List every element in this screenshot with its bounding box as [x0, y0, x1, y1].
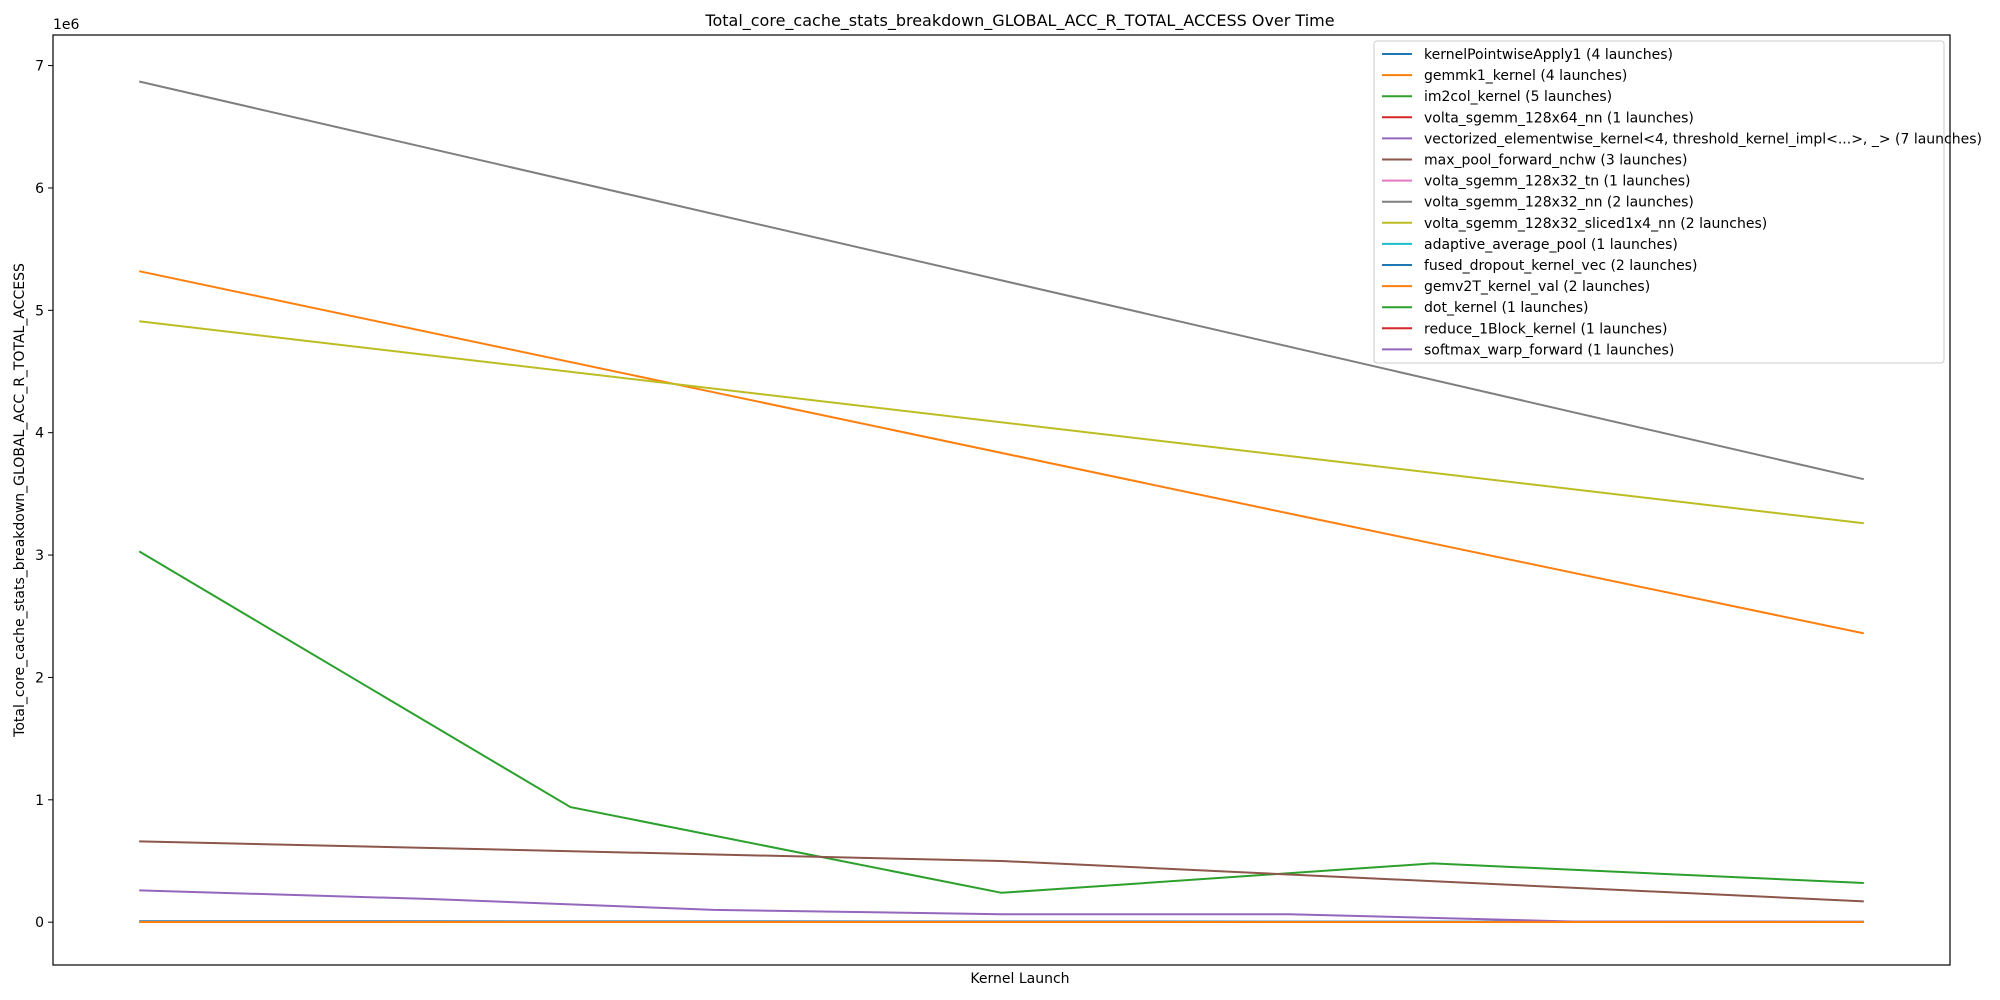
series-line-8 [139, 320, 1864, 525]
series-line-2 [138, 550, 1864, 894]
legend-entry-4: vectorized_elementwise_kernel<4, thresho… [1424, 131, 1982, 147]
legend-entry-6: volta_sgemm_128x32_tn (1 launches) [1424, 174, 1691, 190]
y-axis-label: Total_core_cache_stats_breakdown_GLOBAL_… [12, 263, 28, 738]
legend-items: kernelPointwiseApply1 (4 launches) gemmk1… [1382, 47, 1982, 358]
legend-entry-8: volta_sgemm_128x32_sliced1x4_nn (2 launc… [1424, 216, 1767, 232]
plot-area-frame [52, 34, 1951, 966]
legend-entry-14: softmax_warp_forward (1 launches) [1424, 342, 1674, 358]
series-line-7 [138, 80, 1865, 481]
y-tick-label: 7 [35, 59, 44, 75]
legend-entry-1: gemmk1_kernel (4 launches) [1424, 68, 1627, 84]
y-tick-label: 4 [35, 426, 44, 442]
legend-entry-5: max_pool_forward_nchw (3 launches) [1424, 153, 1687, 169]
y-axis-offset-text: 1e6 [53, 17, 80, 33]
legend: kernelPointwiseApply1 (4 launches) gemmk1… [1373, 40, 1982, 364]
legend-entry-3: volta_sgemm_128x64_nn (1 launches) [1424, 110, 1694, 126]
y-tick-label: 2 [35, 670, 44, 686]
legend-entry-7: volta_sgemm_128x32_nn (2 launches) [1424, 195, 1694, 211]
legend-entry-10: fused_dropout_kernel_vec (2 launches) [1424, 258, 1697, 274]
y-axis-ticks: 0 1 2 3 4 5 6 7 [35, 59, 53, 931]
y-tick-label: 1 [35, 793, 44, 809]
y-tick-label: 0 [35, 915, 44, 931]
series-lines [138, 80, 1865, 923]
series-line-4 [139, 889, 1864, 923]
y-tick-label: 3 [35, 548, 44, 564]
legend-entry-12: dot_kernel (1 launches) [1424, 300, 1588, 316]
legend-entry-13: reduce_1Block_kernel (1 launches) [1424, 321, 1667, 337]
series-line-1 [138, 270, 1865, 635]
series-line-5 [139, 840, 1864, 903]
legend-entry-0: kernelPointwiseApply1 (4 launches) [1424, 47, 1673, 63]
legend-entry-2: im2col_kernel (5 launches) [1424, 89, 1612, 105]
legend-entry-11: gemv2T_kernel_val (2 launches) [1424, 279, 1650, 295]
chart-title: Total_core_cache_stats_breakdown_GLOBAL_… [704, 11, 1334, 31]
y-tick-label: 5 [35, 303, 44, 319]
y-tick-label: 6 [35, 181, 44, 197]
x-axis-label: Kernel Launch [970, 971, 1069, 987]
legend-box [1373, 40, 1945, 364]
legend-entry-9: adaptive_average_pool (1 launches) [1424, 237, 1678, 253]
